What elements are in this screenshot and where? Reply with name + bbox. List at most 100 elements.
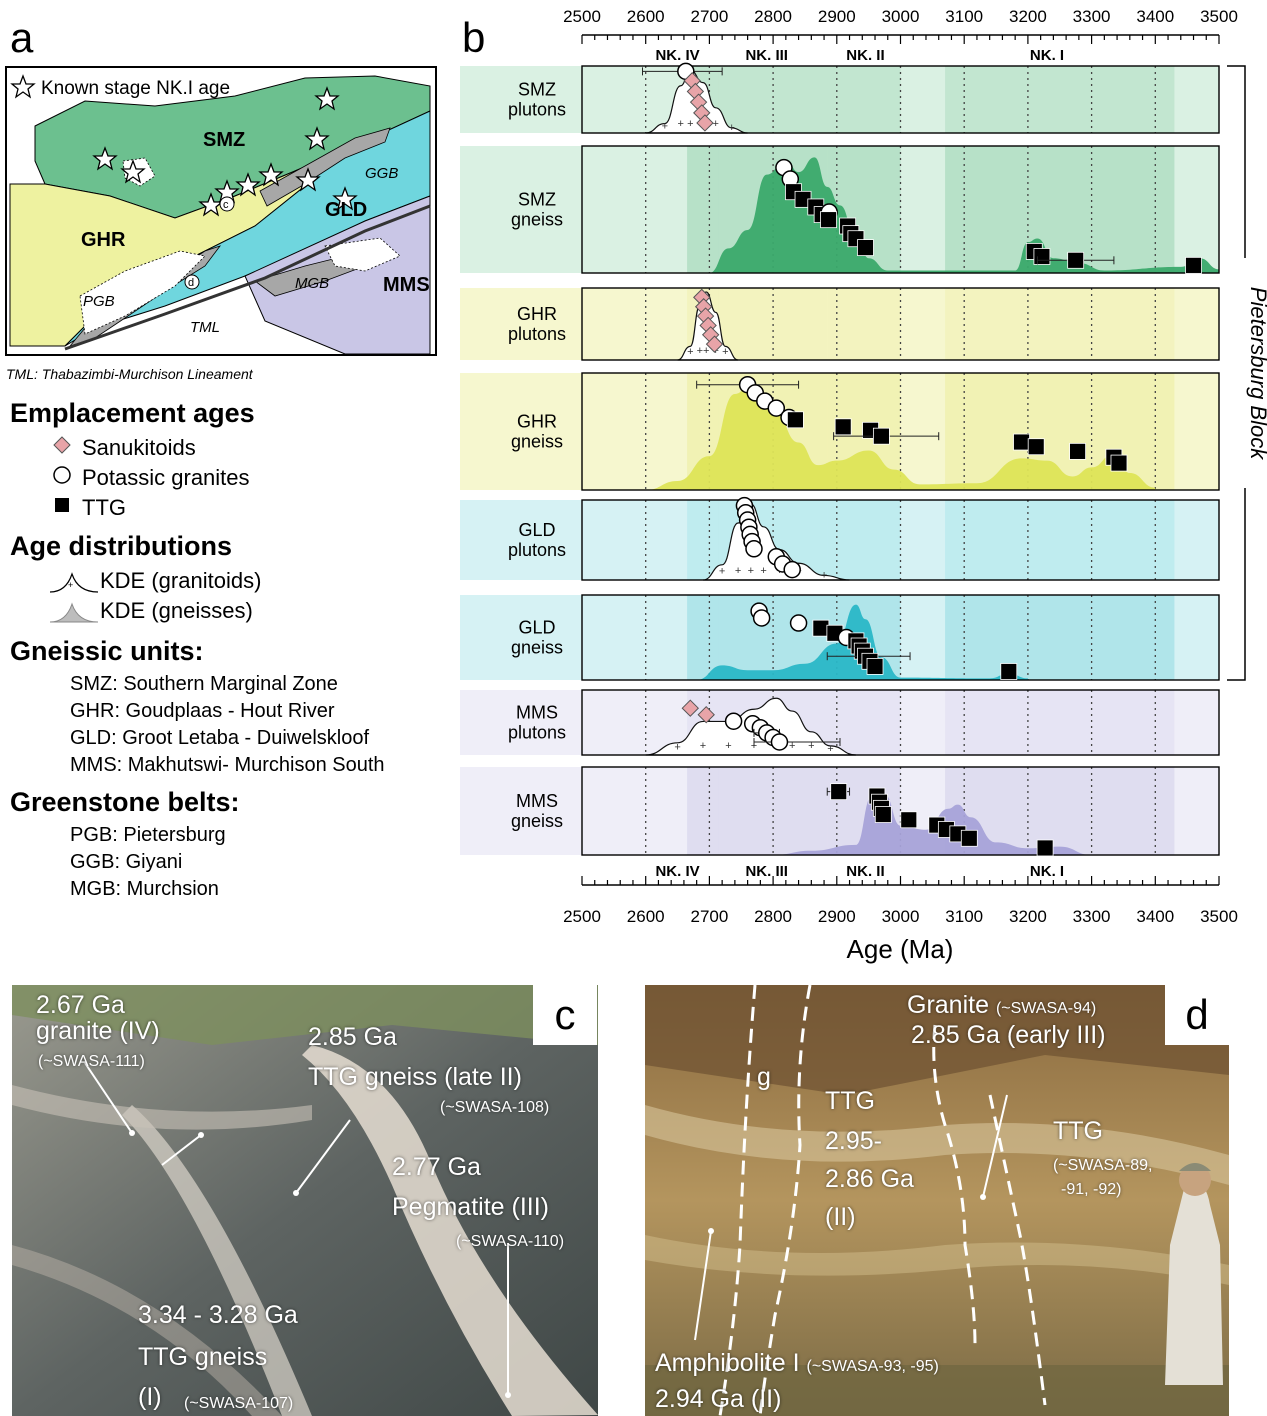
map-stars	[92, 86, 358, 217]
ttg-point	[874, 806, 892, 823]
kde-plus: +	[703, 345, 709, 357]
ttg-point	[1185, 256, 1202, 274]
stage-label-top: NK. I	[1030, 47, 1064, 64]
kde-plus: +	[697, 345, 703, 357]
kde-plus: +	[713, 118, 719, 130]
c-label-8: Pegmatite (III)	[392, 1193, 549, 1221]
d-label-7: TTG	[1053, 1117, 1103, 1145]
d-label-10s: (~SWASA-93, -95)	[806, 1358, 939, 1375]
ttg-point	[1036, 839, 1054, 857]
row-label-bg	[460, 690, 582, 755]
row-label-unit: GHR	[517, 412, 557, 432]
stage-label-bottom: NK. III	[745, 863, 788, 880]
kde-plus: +	[808, 740, 814, 752]
gneissic-unit: SMZ: Southern Marginal Zone	[70, 673, 338, 695]
d-label-granite: Granite (~SWASA-94)	[907, 991, 1096, 1023]
kde-plus: +	[821, 569, 827, 581]
row-frame	[581, 287, 1220, 361]
map-label-tml: TML	[190, 319, 220, 336]
d-label-9: -91, -92)	[1061, 1181, 1122, 1198]
x-tick-label: 3100	[945, 7, 983, 26]
legend: Emplacement ages Sanukitoids Potassic gr…	[10, 398, 450, 903]
row-frame	[581, 499, 1220, 581]
ttg-point	[812, 619, 830, 637]
kde-curve	[773, 794, 1092, 855]
x-tick-label: 3000	[882, 7, 920, 26]
map-label-mgb: MGB	[295, 275, 329, 292]
legend-gneissic-title: Gneissic units:	[10, 636, 204, 666]
x-tick-label: 2800	[754, 7, 792, 26]
map-star	[304, 126, 330, 151]
map-label-c: c	[223, 199, 229, 211]
row-label-kind: gneiss	[511, 432, 563, 452]
map-label-pgb: PGB	[83, 293, 115, 310]
kde-plus: +	[674, 742, 680, 754]
stage-label-top: NK. IV	[655, 47, 699, 64]
c-label-11: TTG gneiss	[138, 1343, 268, 1371]
d-label-g: g	[757, 1063, 771, 1091]
legend-sanukitoids: Sanukitoids	[10, 433, 450, 463]
sanukitoid-point	[697, 705, 715, 724]
map-star-legend: Known stage NK.I age	[41, 78, 230, 99]
map-label-mms: MMS	[383, 274, 430, 296]
row-label-bg	[460, 767, 582, 855]
d-label-amphibolite: Amphibolite I (~SWASA-93, -95)	[655, 1349, 939, 1381]
ttg-point	[1027, 438, 1045, 456]
panel-b-letter: b	[462, 14, 486, 61]
stage-band	[687, 767, 719, 855]
legend-emplacement-title: Emplacement ages	[10, 398, 255, 428]
c-label-9: (~SWASA-110)	[456, 1233, 565, 1250]
potassic-point	[783, 560, 801, 579]
row-label-kind: plutons	[508, 540, 566, 560]
x-tick-label: 3100	[945, 907, 983, 926]
panel-c-letter: c	[533, 985, 597, 1045]
c-label-6: (~SWASA-108)	[440, 1099, 550, 1116]
ttg-point	[1033, 248, 1051, 265]
photo-d-image	[645, 985, 1229, 1416]
x-tick-label: 3400	[1136, 907, 1174, 926]
stage-label-bottom: NK. II	[846, 863, 884, 880]
map-label-d: d	[188, 277, 194, 289]
kde-plus: +	[662, 121, 668, 133]
ttg-point	[786, 411, 804, 429]
kde-plus: +	[789, 740, 795, 752]
geologic-map: Known stage NK.I age SMZ GHR GLD MMS PGB…	[5, 66, 437, 356]
gneissic-unit: GHR: Goudplaas - Hout River	[70, 700, 335, 722]
bracket-label-bg	[1239, 258, 1253, 488]
x-tick-label: 3200	[1009, 907, 1047, 926]
gneissic-unit: GLD: Groot Letaba - Duiwelskloof	[70, 727, 370, 749]
map-star	[235, 172, 261, 197]
sanukitoid-point	[696, 114, 714, 132]
d-label-8: (~SWASA-89,	[1053, 1157, 1153, 1174]
row-frame	[581, 689, 1220, 756]
map-star	[295, 167, 321, 192]
c-label-12: (I)	[138, 1383, 162, 1411]
row-label-kind: gneiss	[511, 210, 563, 230]
row-frame	[581, 65, 1220, 134]
kde-gneiss-icon	[49, 602, 99, 623]
legend-potassic-label: Potassic granites	[82, 465, 250, 490]
sanukitoid-point	[681, 699, 699, 717]
x-tick-label: 2600	[627, 907, 665, 926]
legend-sanukitoids-label: Sanukitoids	[82, 435, 196, 460]
svg-text:+: +	[68, 580, 73, 590]
x-tick-label: 3200	[1009, 7, 1047, 26]
map-label-smz: SMZ	[203, 129, 245, 151]
stage-band	[945, 288, 1175, 360]
kde-plus: +	[735, 565, 741, 577]
kde-plus: +	[678, 118, 684, 130]
legend-greenstone-title: Greenstone belts:	[10, 787, 240, 817]
map-label-ghr: GHR	[81, 229, 126, 251]
stage-label-top: NK. III	[745, 47, 788, 64]
d-label-10: Amphibolite I	[655, 1349, 800, 1377]
d-label-1: Granite	[907, 991, 989, 1019]
legend-potassic: Potassic granites	[10, 463, 450, 493]
kde-plus: +	[687, 118, 693, 130]
row-frame	[581, 594, 1220, 681]
stage-band	[827, 288, 901, 360]
d-label-6: (II)	[825, 1203, 856, 1231]
row-label-kind: plutons	[508, 723, 566, 743]
kde-plus: +	[700, 740, 706, 752]
row-frame	[581, 145, 1220, 274]
potassic-point	[767, 399, 786, 417]
